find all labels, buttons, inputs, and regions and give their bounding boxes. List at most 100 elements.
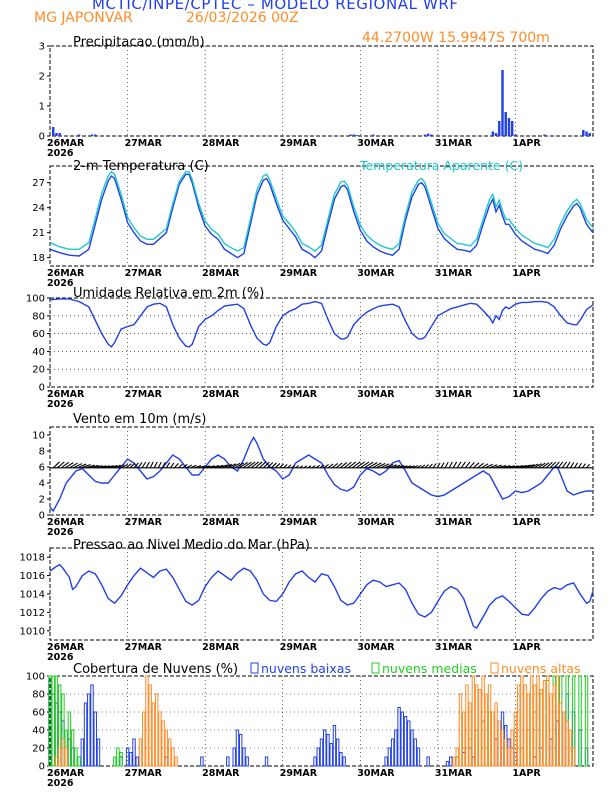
wind-barb bbox=[331, 463, 339, 469]
wind-barb bbox=[335, 462, 343, 469]
wind-barb bbox=[266, 462, 274, 469]
wind-barb bbox=[271, 462, 277, 469]
clouds-bar bbox=[452, 756, 456, 767]
cloud-legend-swatch bbox=[371, 662, 380, 674]
mslp-ytick-label: 1018 bbox=[20, 553, 45, 564]
rh-xtick-label: 31MAR bbox=[435, 389, 473, 400]
temp-xtick-label: 29MAR bbox=[280, 268, 318, 279]
clouds-bar bbox=[407, 720, 411, 767]
clouds-bar bbox=[174, 756, 178, 767]
wind-barb bbox=[165, 462, 171, 469]
clouds-bar bbox=[494, 702, 498, 767]
rh-ytick-label: 20 bbox=[32, 365, 45, 376]
rh-ytick-label: 80 bbox=[32, 311, 45, 322]
clouds-bar bbox=[445, 761, 450, 767]
clouds-bar bbox=[578, 675, 582, 767]
clouds-bar bbox=[529, 675, 534, 767]
precip-bar bbox=[352, 134, 356, 136]
clouds-bar bbox=[54, 675, 59, 767]
clouds-bar bbox=[329, 743, 333, 767]
wind-ytick-label: 10 bbox=[32, 431, 45, 442]
wind-ytick-label: 6 bbox=[39, 463, 45, 474]
clouds-bar bbox=[171, 747, 175, 767]
cloud-legend-swatch bbox=[250, 662, 259, 674]
clouds-bar bbox=[546, 675, 550, 767]
clouds-bar bbox=[145, 675, 149, 767]
wind-barb bbox=[468, 462, 475, 469]
clouds-bar bbox=[264, 756, 269, 767]
clouds-bar bbox=[510, 729, 514, 767]
clouds-bar bbox=[400, 711, 405, 767]
wind-series-line bbox=[49, 436, 593, 513]
wind-barb bbox=[73, 463, 83, 469]
wind-ytick-label: 4 bbox=[39, 479, 45, 490]
clouds-bar bbox=[471, 675, 476, 767]
clouds-bar bbox=[458, 693, 463, 767]
cloud-legend-swatch bbox=[490, 662, 499, 674]
clouds-bar bbox=[565, 720, 569, 767]
wind-barb bbox=[157, 461, 162, 469]
clouds-bar bbox=[394, 729, 398, 767]
mslp-xtick-label: 27MAR bbox=[125, 642, 163, 653]
wind-barb bbox=[137, 462, 143, 469]
wind-ytick-label: 8 bbox=[39, 447, 45, 458]
precip-bar bbox=[55, 133, 58, 136]
clouds-bar bbox=[142, 711, 146, 767]
clouds-bar bbox=[112, 756, 117, 767]
clouds-bar bbox=[449, 756, 453, 767]
clouds-bar bbox=[70, 729, 75, 767]
wind-barb bbox=[359, 461, 370, 469]
clouds-xtick-label: 28MAR bbox=[202, 768, 240, 779]
wind-xtick-year: 2026 bbox=[47, 527, 74, 538]
temp-legend: Temperatura Aparente (C) bbox=[359, 158, 523, 173]
clouds-bar bbox=[484, 693, 489, 767]
mslp-xtick-label: 31MAR bbox=[435, 642, 473, 653]
temp-xtick-label: 27MAR bbox=[125, 268, 163, 279]
precip-bar bbox=[178, 135, 181, 136]
clouds-bar bbox=[319, 738, 324, 767]
wind-barb bbox=[145, 461, 150, 469]
wind-barb bbox=[347, 461, 357, 469]
station-name: MG JAPONVAR bbox=[34, 10, 133, 26]
clouds-ytick-label: 40 bbox=[32, 726, 45, 737]
rh-series-line bbox=[49, 298, 594, 348]
wind-xtick-label: 1APR bbox=[512, 517, 541, 528]
precip-bar bbox=[355, 135, 359, 136]
clouds-bar bbox=[552, 684, 556, 767]
clouds-bar bbox=[468, 702, 472, 767]
wind-barb bbox=[238, 462, 248, 469]
rh-xtick-label: 27MAR bbox=[125, 389, 163, 400]
wind-xtick-label: 31MAR bbox=[435, 517, 473, 528]
wind-barb bbox=[355, 461, 366, 469]
wind-barb bbox=[573, 462, 579, 469]
wind-barb bbox=[178, 463, 184, 469]
precip-xtick-label: 27MAR bbox=[125, 138, 163, 149]
clouds-bar bbox=[520, 675, 524, 767]
wind-barb bbox=[169, 462, 175, 469]
wind-barb bbox=[372, 462, 382, 469]
rh-xtick-label: 28MAR bbox=[202, 389, 240, 400]
temp-title: 2-m Temperatura (C) bbox=[73, 159, 209, 174]
clouds-bar bbox=[339, 752, 343, 767]
clouds-bar bbox=[465, 684, 469, 767]
clouds-bar bbox=[335, 738, 340, 767]
clouds-bar bbox=[549, 693, 553, 767]
clouds-bar bbox=[384, 756, 388, 767]
precip-ytick-label: 3 bbox=[39, 42, 45, 53]
precip-bar bbox=[501, 70, 504, 136]
clouds-bar bbox=[568, 729, 573, 767]
wind-barb bbox=[254, 461, 263, 469]
wind-barb bbox=[448, 461, 453, 469]
chart-title: MCTIC/INPE/CPTEC – MODELO REGIONAL WRF bbox=[92, 0, 459, 13]
wind-barb bbox=[56, 461, 65, 469]
temp-xtick-label: 30MAR bbox=[357, 268, 395, 279]
precip-bar bbox=[510, 121, 514, 136]
wind-barb bbox=[339, 462, 348, 469]
precip-xtick-label: 31MAR bbox=[435, 138, 473, 149]
clouds-bar bbox=[562, 711, 566, 767]
clouds-bar bbox=[242, 747, 246, 767]
mslp-ytick-label: 1014 bbox=[20, 590, 45, 601]
clouds-bar bbox=[90, 684, 94, 767]
clouds-xtick-label: 30MAR bbox=[357, 768, 395, 779]
